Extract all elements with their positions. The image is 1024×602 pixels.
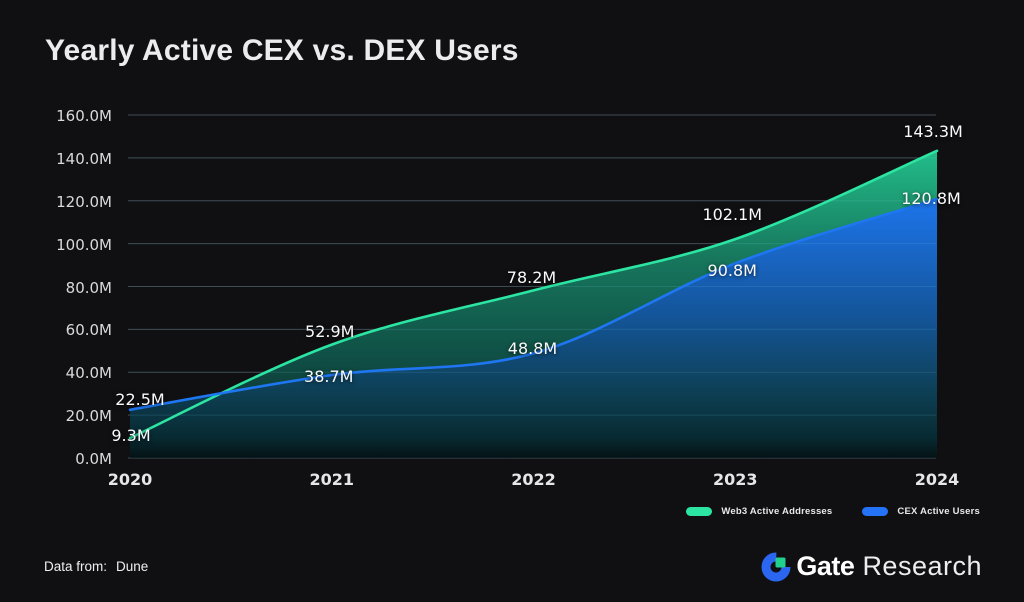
data-source: Data from: Dune — [44, 559, 148, 574]
data-source-label: Data from: — [44, 559, 108, 574]
y-axis-tick: 80.0M — [65, 278, 112, 297]
page-title: Yearly Active CEX vs. DEX Users — [45, 34, 519, 67]
y-axis-tick: 20.0M — [65, 407, 112, 426]
data-source-value: Dune — [116, 559, 149, 574]
gridlines-overlay — [128, 114, 936, 459]
data-label: 90.8M — [707, 261, 757, 281]
legend-item-web3: Web3 Active Addresses — [686, 506, 832, 517]
legend-label: Web3 Active Addresses — [721, 506, 833, 517]
y-axis-tick: 120.0M — [56, 192, 112, 211]
x-axis-label: 2024 — [914, 470, 960, 489]
y-axis-tick: 60.0M — [65, 321, 112, 340]
x-axis-label: 2021 — [309, 470, 355, 489]
data-label: 52.9M — [305, 321, 355, 341]
legend-label: CEX Active Users — [897, 506, 980, 517]
chart-legend: Web3 Active Addresses CEX Active Users — [686, 506, 980, 517]
y-axis-tick: 0.0M — [75, 450, 112, 468]
data-label: 143.3M — [903, 121, 963, 141]
gate-logo-icon — [761, 552, 791, 581]
web3-line — [128, 149, 939, 440]
data-label: 102.1M — [702, 205, 763, 225]
x-axis-label: 2022 — [511, 470, 556, 489]
data-label: 38.7M — [304, 367, 354, 387]
data-label: 120.8M — [901, 189, 961, 209]
cex-legend-swatch — [862, 507, 889, 516]
x-axis-label: 2023 — [712, 470, 758, 489]
y-axis-tick: 140.0M — [56, 149, 112, 168]
legend-item-cex: CEX Active Users — [862, 506, 980, 517]
data-label: 78.2M — [506, 268, 557, 288]
data-label: 48.8M — [507, 339, 558, 359]
y-axis-tick: 160.0M — [56, 107, 112, 125]
gate-research-logo: Gate Research — [761, 551, 982, 582]
y-axis-tick: 100.0M — [56, 235, 112, 254]
brand-name-light: Research — [862, 551, 982, 581]
web3-legend-swatch — [686, 507, 713, 516]
x-axis-label: 2020 — [107, 470, 153, 489]
brand-name-bold: Gate — [796, 551, 855, 581]
data-label: 22.5M — [115, 389, 165, 409]
data-label: 9.3M — [111, 426, 151, 446]
cex-line — [128, 197, 939, 412]
y-axis-tick: 40.0M — [65, 364, 112, 383]
